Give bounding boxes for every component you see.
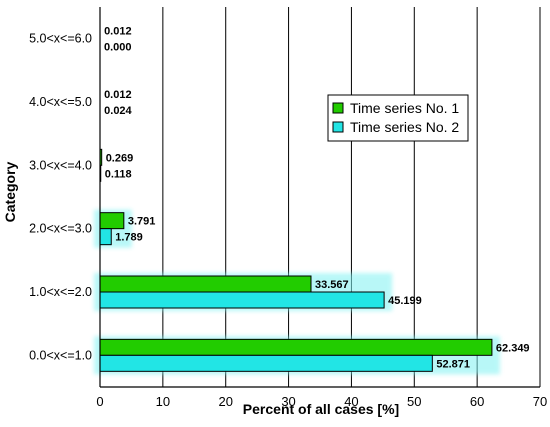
legend-label: Time series No. 1 [350,100,459,116]
bar-series-1 [99,338,493,356]
data-label: 3.791 [128,216,156,228]
category-label: 4.0<x<=5.0 [29,95,92,109]
data-label: 62.349 [496,342,530,354]
data-label: 52.871 [436,358,470,370]
x-tick-label: 70 [533,394,547,409]
category-label: 3.0<x<=4.0 [29,158,92,172]
x-tick-label: 60 [470,394,484,409]
data-label: 0.012 [104,89,132,101]
data-label: 0.024 [104,105,132,117]
category-label: 0.0<x<=1.0 [29,348,92,362]
data-label: 0.000 [104,42,132,54]
legend-box [327,94,469,142]
bar-series-2 [99,354,433,372]
bar-series-2 [99,228,112,246]
data-label: 33.567 [315,279,349,291]
bar-series-1 [99,212,125,230]
category-label: 1.0<x<=2.0 [29,285,92,299]
data-label: 1.789 [115,232,143,244]
bars [99,148,493,372]
data-label: 0.012 [104,26,132,38]
bar-series-2 [99,291,385,309]
x-axis-title: Percent of all cases [%] [243,401,399,417]
category-label: 5.0<x<=6.0 [29,32,92,46]
y-axis-title: Category [2,161,18,222]
legend-swatch [332,102,344,114]
x-tick-label: 30 [281,394,295,409]
data-label: 0.118 [105,168,132,180]
axes: 0 10 20 30 40 50 60 70 0.0<x<=1.0 1.0<x<=2.0 2.0<x… [29,7,547,409]
bar-series-1 [99,275,312,293]
data-label: 45.199 [388,295,422,307]
legend: Time series No. 1 Time series No. 2 [327,94,469,142]
x-tick-label: 10 [156,394,170,409]
data-label: 0.269 [106,152,134,164]
gridlines [162,7,541,387]
category-label: 2.0<x<=3.0 [29,222,92,236]
x-tick-label: 20 [218,394,232,409]
x-tick-label: 40 [344,394,358,409]
legend-label: Time series No. 2 [350,119,459,135]
x-tick-label: 50 [407,394,421,409]
legend-swatch [332,121,344,133]
data-labels: 62.349 52.871 33.567 45.199 3.791 1.789 0.269 0… [104,26,530,371]
x-tick-label: 0 [96,394,103,409]
